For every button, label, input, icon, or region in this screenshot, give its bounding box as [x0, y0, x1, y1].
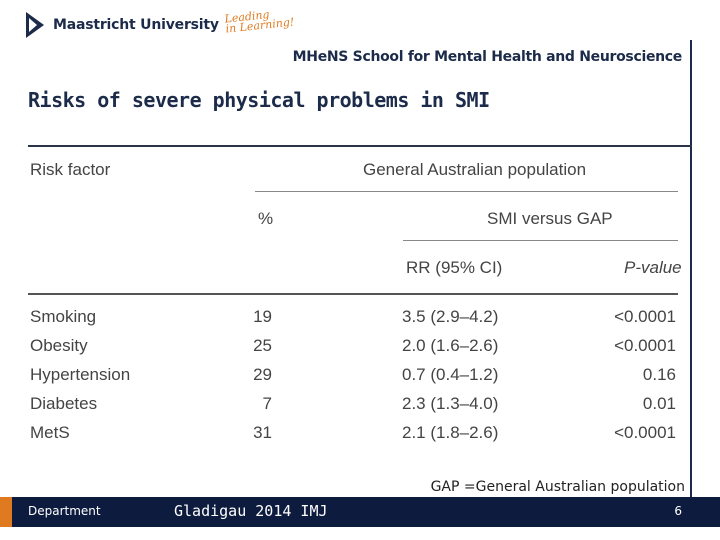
footer-citation: Gladigau 2014 IMJ [174, 502, 328, 520]
row-factor: MetS [30, 423, 70, 442]
um-logo-icon [26, 12, 44, 38]
header-rule-1 [255, 191, 678, 192]
row-rr: 2.0 (1.6–2.6) [402, 336, 499, 355]
row-rr: 0.7 (0.4–1.2) [402, 365, 499, 384]
header-smi-vs-gap: SMI versus GAP [487, 209, 613, 228]
row-rr: 2.1 (1.8–2.6) [402, 423, 499, 442]
row-factor: Smoking [30, 307, 97, 326]
row-factor: Hypertension [30, 365, 131, 384]
slide-title: Risks of severe physical problems in SMI [28, 88, 490, 112]
row-percent: 31 [253, 423, 272, 442]
right-border [690, 40, 692, 500]
row-percent: 25 [253, 336, 272, 355]
row-p-value: <0.0001 [614, 307, 676, 326]
row-rr: 2.3 (1.3–4.0) [402, 394, 499, 413]
row-p-value: 0.01 [642, 394, 676, 413]
header-risk-factor: Risk factor [30, 160, 111, 179]
row-percent: 29 [253, 365, 272, 384]
footnote: GAP =General Australian population [430, 479, 685, 495]
header-general-population: General Australian population [363, 160, 587, 179]
table-top-rule [28, 145, 692, 147]
page-number: 6 [674, 504, 682, 518]
row-percent: 19 [253, 307, 272, 326]
school-name: MHeNS School for Mental Health and Neuro… [292, 49, 683, 65]
header-rule-2 [403, 240, 678, 241]
row-percent: 7 [262, 394, 272, 413]
header-p-value: P-value [624, 258, 682, 278]
row-p-value: <0.0001 [614, 336, 676, 355]
header-bottom-rule [28, 293, 678, 295]
header-percent: % [258, 209, 274, 228]
row-factor: Obesity [30, 336, 88, 355]
footer-bar [0, 497, 720, 527]
university-name: Maastricht University [53, 17, 219, 33]
tagline: Leading in Learning! [224, 7, 295, 36]
footer-department: Department [28, 504, 101, 518]
row-factor: Diabetes [30, 394, 98, 413]
row-p-value: 0.16 [642, 365, 676, 384]
header-p-value-text: P-value [624, 258, 682, 277]
row-p-value: <0.0001 [614, 423, 676, 442]
header-rr: RR (95% CI) [406, 258, 503, 277]
row-rr: 3.5 (2.9–4.2) [402, 307, 499, 326]
footer-accent [0, 497, 12, 527]
university-logo: Maastricht University Leading in Learnin… [26, 8, 295, 38]
